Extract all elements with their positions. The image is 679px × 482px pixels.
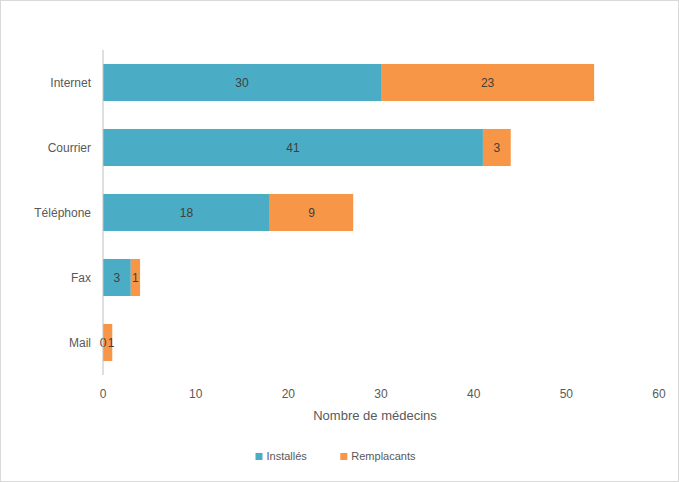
chart-svg: 30234131893101InternetCourrierTéléphoneF…: [0, 0, 679, 482]
category-label: Fax: [71, 271, 91, 285]
data-label: 30: [235, 76, 249, 90]
data-label: 18: [180, 206, 194, 220]
data-label: 1: [132, 271, 139, 285]
category-label: Courrier: [48, 141, 91, 155]
bar-segment: [483, 129, 511, 166]
legend-label: Installés: [267, 450, 308, 462]
x-tick-label: 40: [467, 387, 481, 401]
bar-segment: [270, 194, 353, 231]
chart-border: [1, 1, 679, 482]
x-axis-title: Nombre de médecins: [313, 408, 437, 423]
x-tick-label: 0: [100, 387, 107, 401]
x-tick-label: 60: [652, 387, 666, 401]
category-label: Téléphone: [34, 206, 91, 220]
legend-swatch: [256, 453, 263, 460]
data-label: 41: [286, 141, 300, 155]
data-label: 3: [493, 141, 500, 155]
bar-segment: [131, 259, 140, 296]
category-label: Internet: [50, 76, 91, 90]
bar-segment: [381, 64, 594, 101]
data-label: 23: [481, 76, 495, 90]
legend: Installés Remplacants: [256, 450, 416, 462]
chart-container: 30234131893101InternetCourrierTéléphoneF…: [0, 0, 679, 482]
data-label: 1: [108, 336, 115, 350]
bars: [103, 64, 594, 361]
bar-segment: [103, 194, 270, 231]
x-tick-label: 10: [189, 387, 203, 401]
data-label: 3: [114, 271, 121, 285]
bar-segment: [103, 259, 131, 296]
category-label: Mail: [69, 336, 91, 350]
legend-swatch: [340, 453, 347, 460]
x-tick-label: 30: [374, 387, 388, 401]
x-tick-label: 50: [560, 387, 574, 401]
data-label: 9: [308, 206, 315, 220]
x-tick-label: 20: [282, 387, 296, 401]
legend-label: Remplacants: [351, 450, 416, 462]
bar-segment: [103, 129, 483, 166]
y-axis-line: [103, 50, 104, 375]
bar-segment: [103, 64, 381, 101]
